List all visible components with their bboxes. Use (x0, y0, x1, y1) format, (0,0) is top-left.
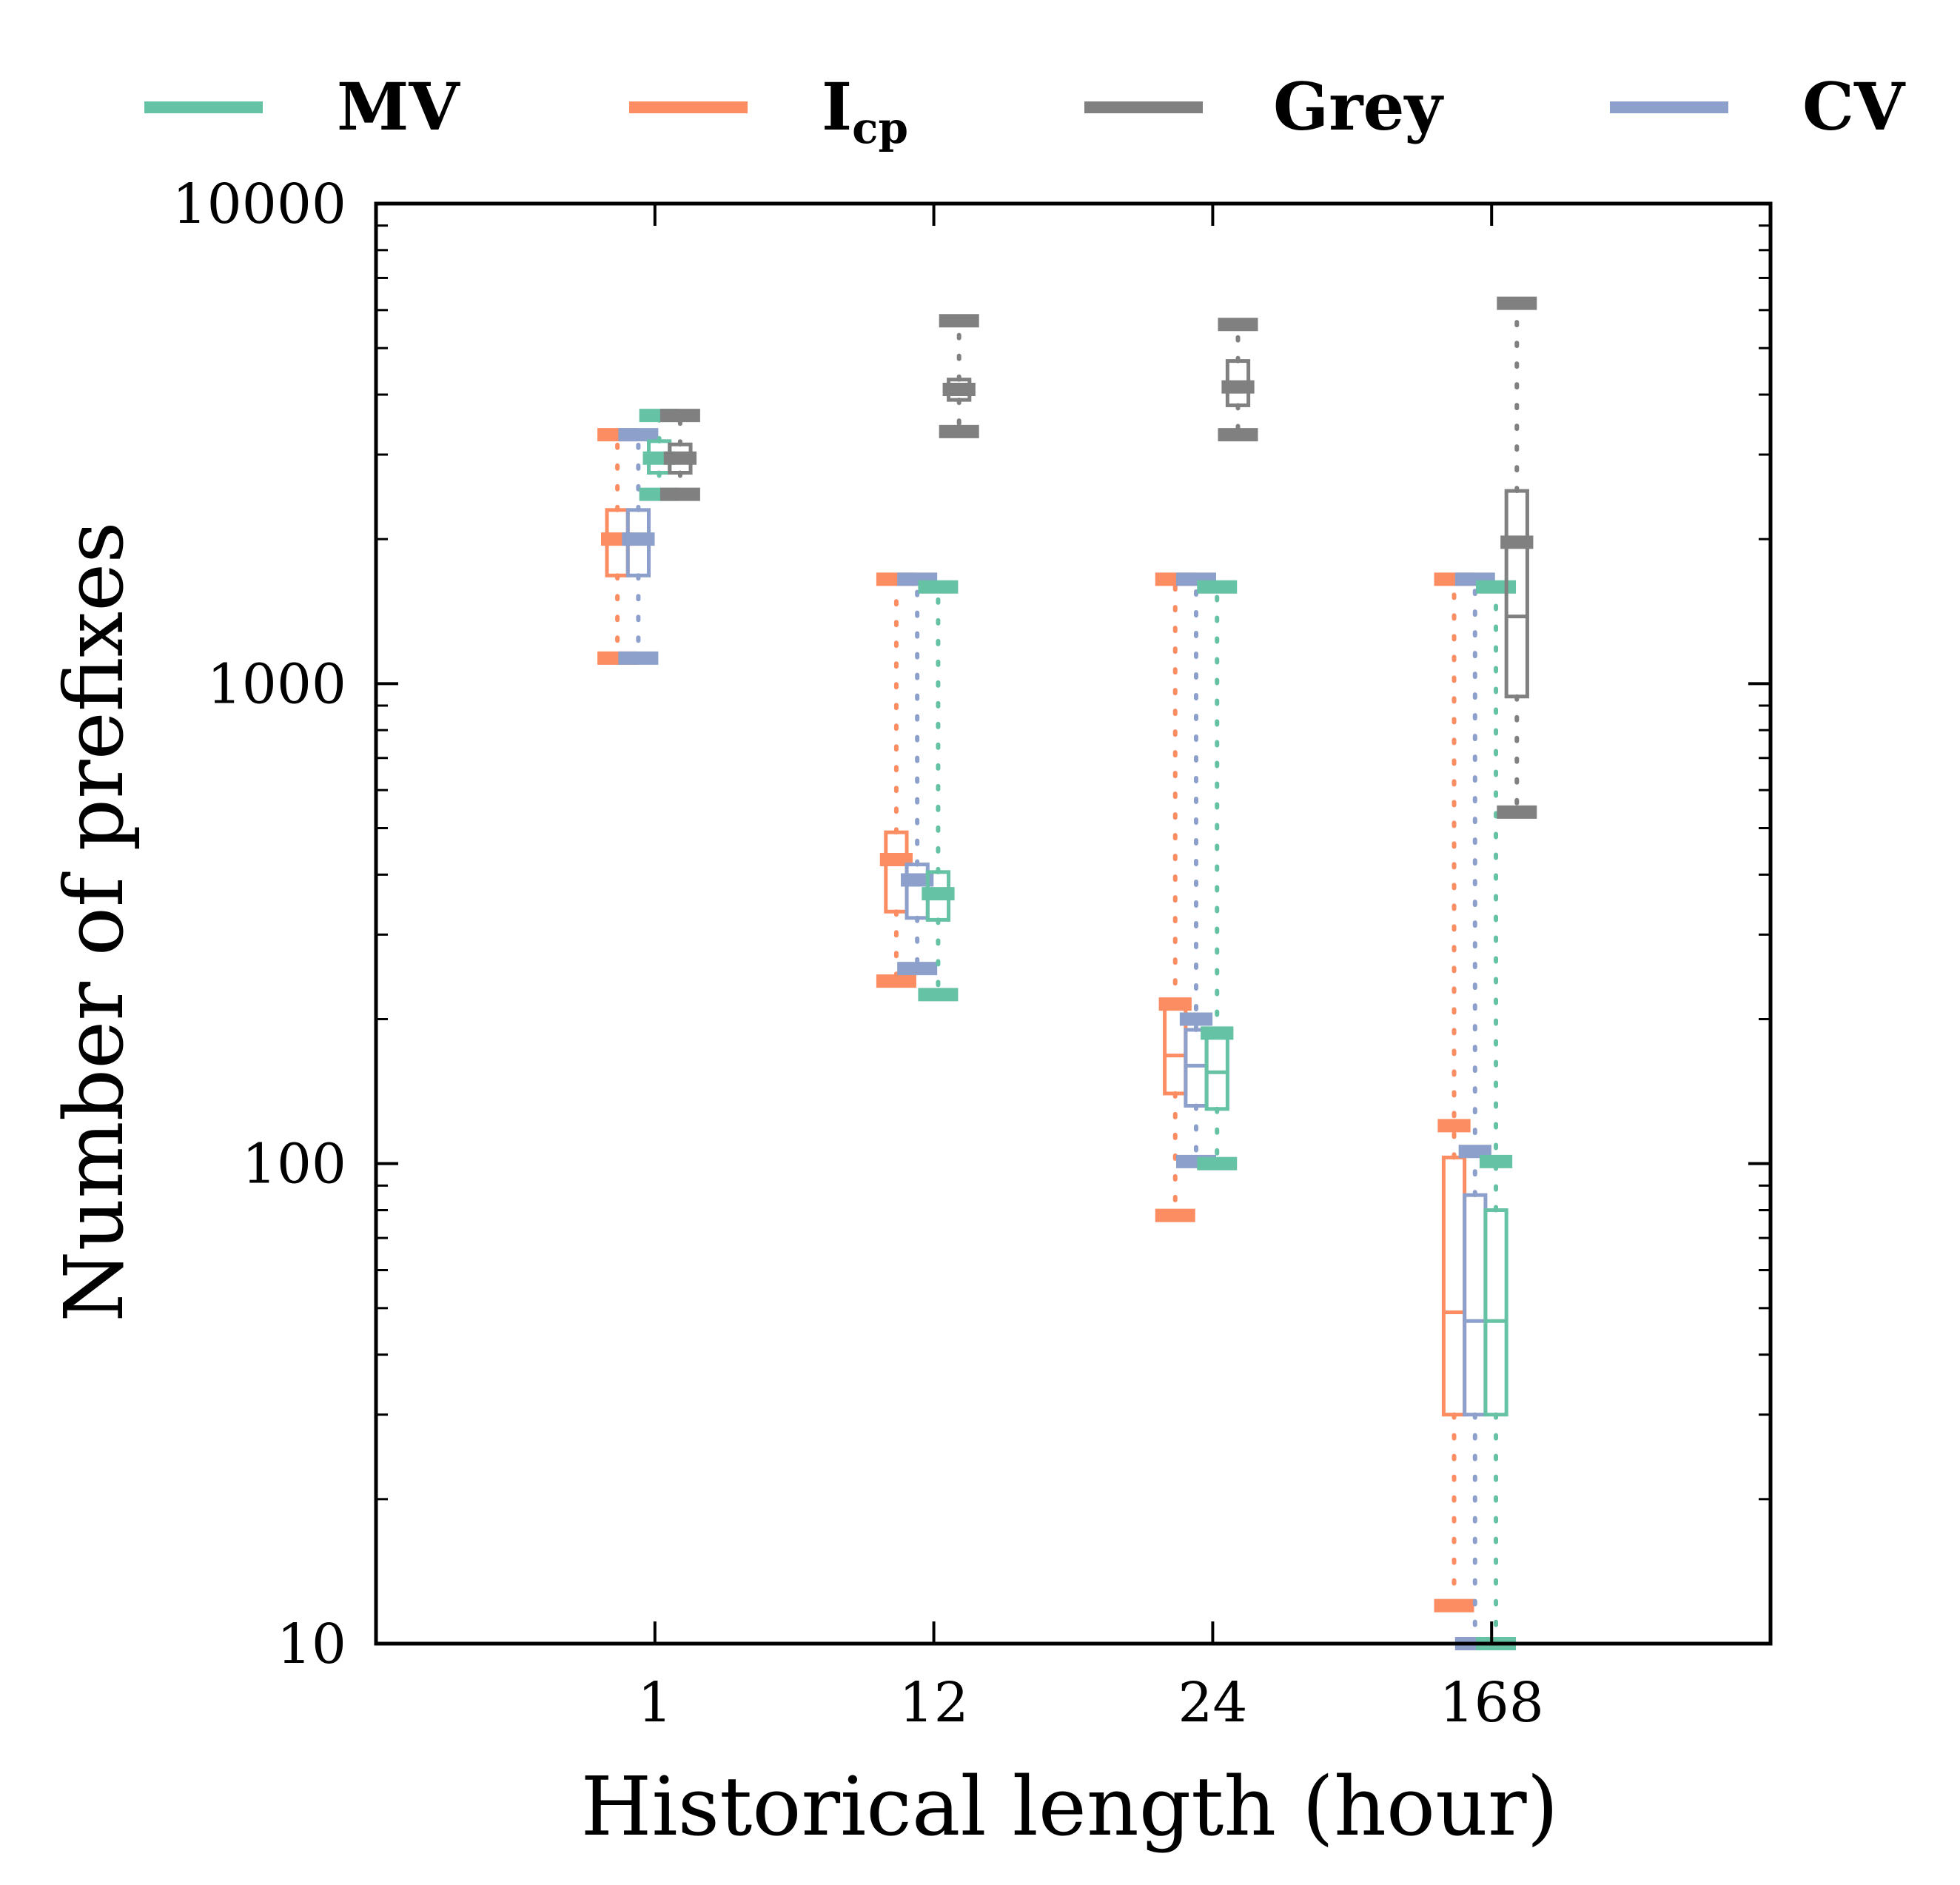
x-tick-label: 24 (1178, 1671, 1247, 1735)
box (1463, 1193, 1488, 1417)
y-tick-label: 10 (277, 1613, 346, 1676)
legend-label-subscript: cp (852, 103, 908, 153)
y-axis-title: Number of prefixes (47, 521, 141, 1322)
box (1483, 1208, 1508, 1417)
plot-frame (374, 201, 1773, 1646)
y-tick-label: 1000 (207, 652, 346, 716)
x-tick-label: 168 (1440, 1671, 1544, 1735)
series-grey (660, 296, 1537, 819)
legend-entry: Grey (1084, 68, 1445, 145)
box (884, 830, 909, 914)
legend-entry: CV (1610, 68, 1906, 145)
series-mv (639, 409, 1517, 1650)
legend-label: Icp (822, 68, 908, 153)
x-tick-label: 12 (899, 1671, 969, 1735)
series-cv (618, 428, 1495, 1650)
legend-entry: Icp (629, 68, 908, 153)
box (1504, 489, 1529, 699)
box (1441, 1155, 1467, 1417)
plot-area (597, 296, 1537, 1650)
y-tick-label: 10000 (172, 173, 346, 236)
box (1184, 1028, 1209, 1108)
legend-entry: MV (144, 68, 460, 145)
legend-label: Grey (1273, 68, 1445, 145)
legend: MV Icp Grey CV (144, 68, 1906, 153)
series-i-cp (597, 428, 1474, 1613)
axes: 1 12 24 168 10 100 1000 10000 (172, 173, 1773, 1735)
x-axis-title: Historical length (hour) (581, 1759, 1559, 1854)
y-tick-label: 100 (242, 1133, 346, 1196)
x-tick-label: 1 (637, 1671, 672, 1735)
legend-label: MV (337, 68, 460, 145)
legend-label: CV (1802, 68, 1906, 145)
